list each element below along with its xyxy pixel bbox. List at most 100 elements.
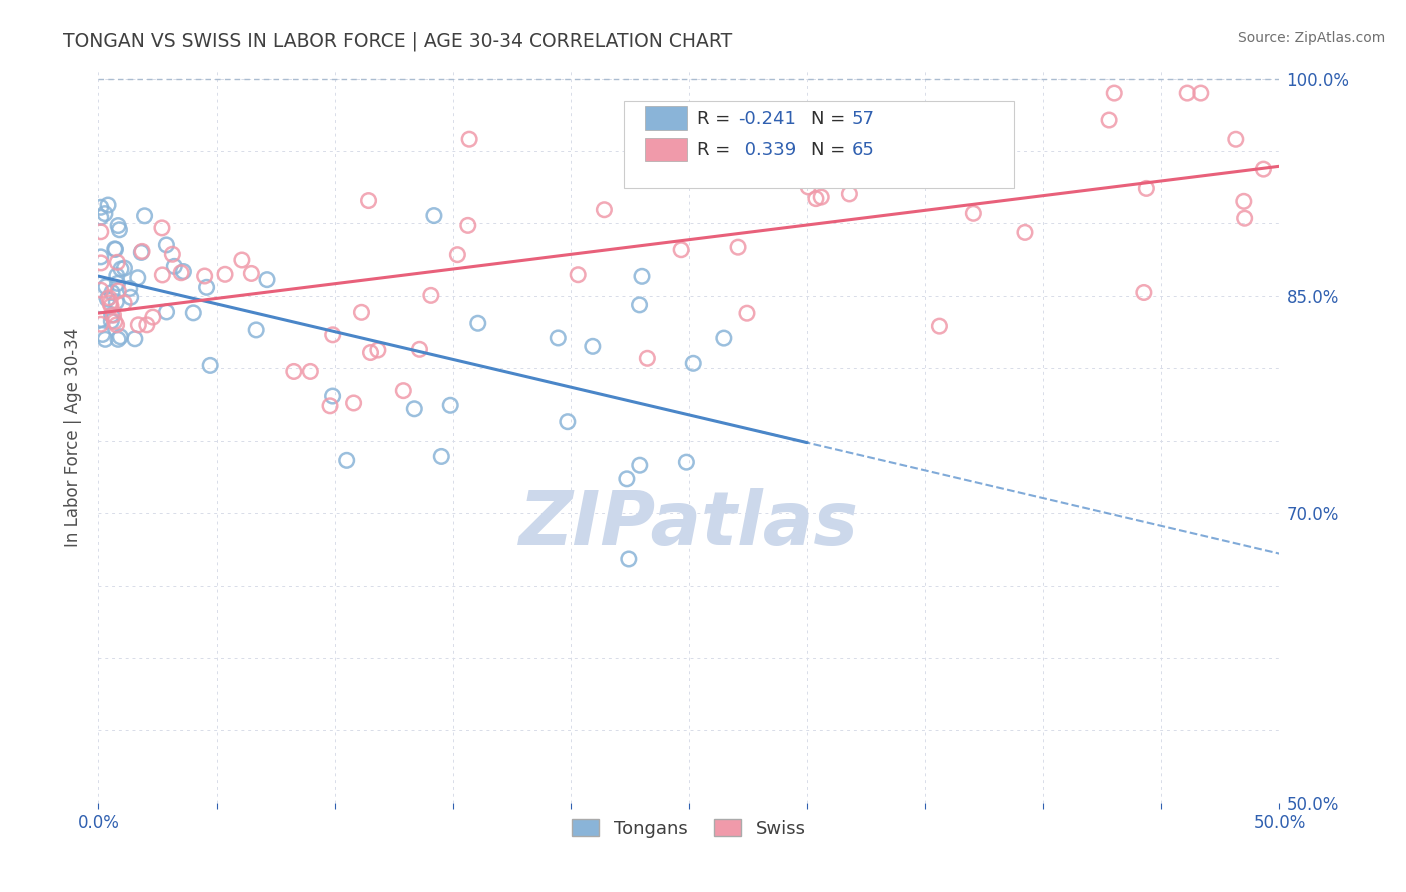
Text: 57: 57: [852, 110, 875, 128]
Point: [90, 200, 112, 214]
Point: [917, 139, 939, 153]
Point: [593, 202, 616, 217]
Point: [108, 223, 131, 237]
Point: [97, 291, 120, 305]
Point: [838, 186, 860, 201]
Point: [134, 209, 156, 223]
Point: [150, 220, 173, 235]
Point: [100, 314, 122, 328]
Point: [1175, 86, 1198, 100]
Point: [90, 211, 112, 225]
Point: [107, 277, 129, 291]
FancyBboxPatch shape: [645, 138, 686, 161]
Point: [105, 255, 128, 269]
Text: 0.339: 0.339: [738, 141, 796, 160]
Point: [1133, 285, 1156, 300]
Point: [231, 252, 253, 267]
Point: [1253, 162, 1275, 177]
Point: [90, 317, 112, 331]
Point: [94, 332, 117, 346]
Point: [107, 219, 129, 233]
Point: [214, 268, 236, 282]
Text: ZIPatlas: ZIPatlas: [519, 488, 859, 561]
Point: [90, 256, 112, 270]
Point: [162, 247, 184, 261]
Point: [170, 266, 193, 280]
Point: [120, 290, 142, 304]
Point: [90, 225, 112, 239]
Point: [357, 194, 380, 208]
Point: [636, 351, 658, 366]
Point: [458, 132, 481, 146]
Point: [127, 318, 149, 332]
Text: 65: 65: [852, 141, 875, 160]
Point: [804, 192, 827, 206]
Point: [124, 332, 146, 346]
Point: [810, 190, 832, 204]
Point: [688, 146, 710, 161]
Text: TONGAN VS SWISS IN LABOR FORCE | AGE 30-34 CORRELATION CHART: TONGAN VS SWISS IN LABOR FORCE | AGE 30-…: [63, 31, 733, 51]
Point: [283, 364, 305, 378]
Point: [90, 250, 112, 264]
Text: -0.241: -0.241: [738, 110, 796, 128]
Point: [430, 450, 453, 464]
Point: [104, 243, 127, 257]
Point: [198, 359, 221, 373]
Point: [467, 316, 489, 330]
Point: [557, 415, 579, 429]
Point: [392, 384, 415, 398]
Point: [142, 310, 165, 325]
Point: [336, 453, 359, 467]
Point: [1135, 181, 1157, 195]
Point: [172, 264, 194, 278]
Point: [94, 206, 117, 220]
Y-axis label: In Labor Force | Age 30-34: In Labor Force | Age 30-34: [65, 327, 83, 547]
Point: [131, 244, 153, 259]
Point: [617, 552, 640, 566]
Point: [97, 198, 120, 212]
Point: [195, 280, 218, 294]
Point: [1225, 132, 1247, 146]
Point: [100, 299, 122, 313]
Point: [735, 306, 758, 320]
Point: [107, 332, 129, 346]
Point: [423, 209, 446, 223]
Point: [112, 296, 135, 310]
Legend: Tongans, Swiss: Tongans, Swiss: [565, 812, 813, 845]
Point: [181, 306, 204, 320]
Point: [582, 339, 605, 353]
Point: [91, 327, 114, 342]
Point: [1233, 211, 1256, 226]
Point: [962, 206, 984, 220]
Point: [101, 285, 124, 300]
Text: R =: R =: [697, 141, 737, 160]
Point: [155, 305, 177, 319]
Point: [322, 389, 344, 403]
Point: [408, 343, 430, 357]
Point: [360, 345, 382, 359]
Point: [1014, 226, 1036, 240]
Point: [342, 396, 364, 410]
Point: [256, 272, 278, 286]
Point: [713, 331, 735, 345]
Point: [155, 238, 177, 252]
Point: [350, 305, 373, 319]
Point: [322, 327, 344, 342]
Point: [105, 318, 128, 332]
FancyBboxPatch shape: [645, 106, 686, 130]
Point: [319, 399, 342, 413]
Point: [631, 269, 654, 284]
Point: [90, 312, 112, 326]
Point: [150, 268, 173, 282]
Point: [100, 308, 122, 322]
Point: [439, 398, 461, 412]
Point: [103, 308, 125, 322]
Point: [127, 270, 149, 285]
Point: [131, 245, 153, 260]
Point: [628, 298, 651, 312]
Point: [567, 268, 589, 282]
Point: [118, 281, 141, 295]
Point: [299, 364, 322, 378]
Point: [616, 472, 638, 486]
Point: [104, 242, 127, 256]
